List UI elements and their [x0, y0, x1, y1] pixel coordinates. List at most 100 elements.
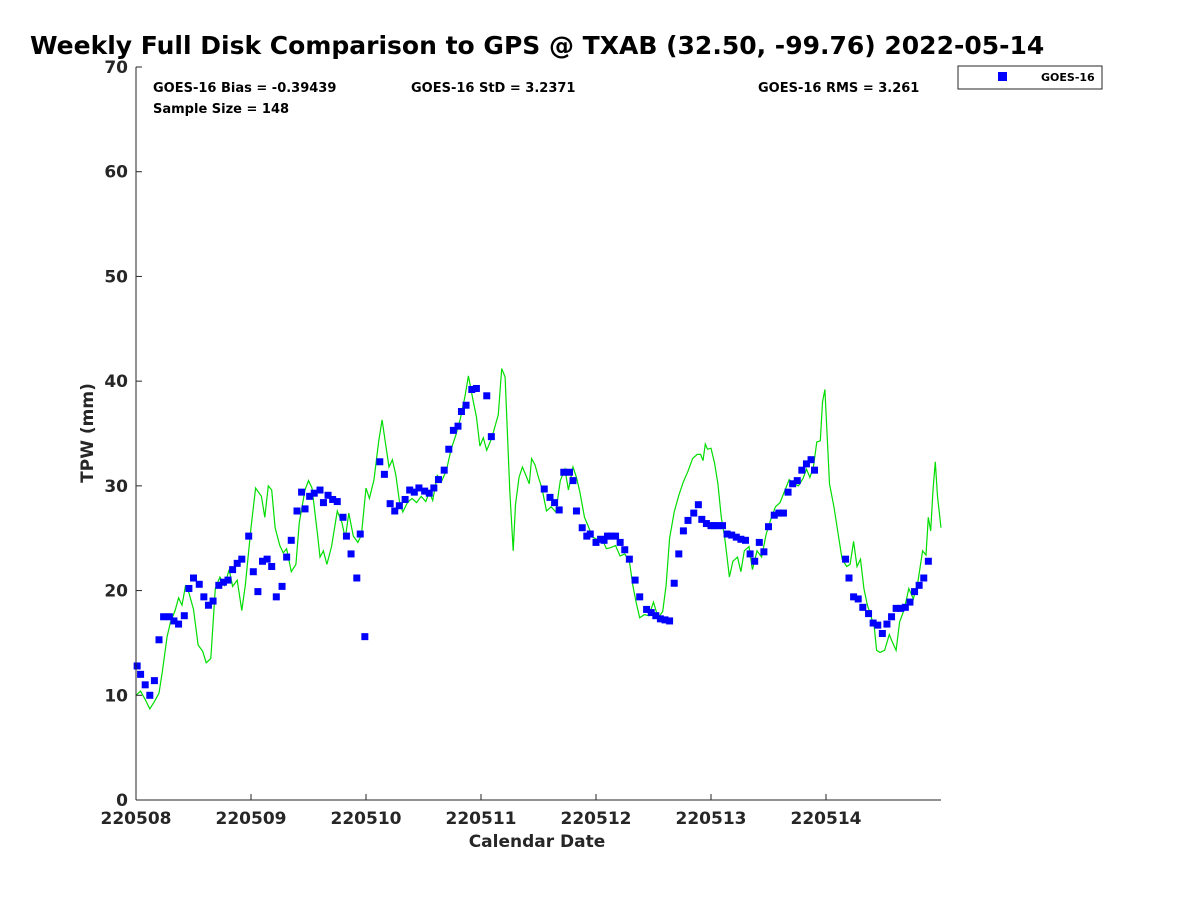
goes16-data-point [612, 532, 620, 540]
bias-stat: GOES-16 Bias = -0.39439 [153, 81, 336, 96]
goes16-data-point [283, 553, 291, 561]
goes16-data-point [656, 615, 664, 623]
goes16-data-point [920, 574, 928, 582]
goes16-data-point [468, 386, 476, 394]
goes16-data-point [434, 476, 442, 484]
goes16-data-point [245, 532, 253, 540]
goes16-data-point [652, 612, 660, 620]
goes16-data-point [263, 555, 271, 563]
goes16-data-point [457, 408, 465, 416]
goes16-data-point [845, 574, 853, 582]
goes16-data-point [259, 557, 266, 565]
plot-area [133, 368, 942, 711]
goes16-data-point [272, 593, 280, 601]
x-tick-label: 220508 [101, 809, 172, 829]
goes16-data-point [410, 488, 418, 496]
chart-title: Weekly Full Disk Comparison to GPS @ TXA… [30, 31, 1044, 60]
y-ticks: 0 10 20 30 40 50 60 70 [104, 58, 142, 811]
goes16-data-point [842, 555, 850, 563]
goes16-data-point [445, 445, 453, 453]
goes16-data-point [694, 501, 702, 509]
goes16-data-point [224, 576, 232, 584]
y-tick-label: 70 [104, 58, 128, 78]
goes16-data-point [690, 509, 698, 517]
goes16-data-point [298, 488, 306, 496]
goes16-data-point [728, 531, 736, 539]
goes16-data-point [215, 581, 223, 589]
goes16-data-point [395, 502, 403, 510]
goes16-data-point [347, 550, 355, 558]
goes16-data-point [316, 486, 324, 494]
goes16-data-point [586, 530, 594, 538]
goes16-data-point [540, 485, 548, 493]
goes16-data-point [616, 538, 624, 546]
goes16-data-point [670, 579, 678, 587]
goes16-data-point [150, 677, 158, 685]
y-axis-label: TPW (mm) [78, 383, 98, 483]
goes16-data-point [915, 581, 923, 589]
goes16-data-point [415, 484, 423, 492]
goes16-data-point [784, 488, 792, 496]
goes16-data-point [356, 530, 364, 538]
legend-marker-square-icon [998, 72, 1007, 81]
x-tick-label: 220511 [446, 809, 517, 829]
goes16-data-point [137, 670, 145, 678]
x-tick-label: 220514 [791, 809, 862, 829]
goes16-data-point [555, 506, 563, 514]
goes16-data-point [353, 574, 361, 582]
goes16-data-point [141, 681, 149, 689]
goes16-data-point [732, 533, 740, 541]
goes16-data-point [146, 691, 154, 699]
goes16-data-point [238, 555, 246, 563]
goes16-series-group [133, 384, 932, 699]
goes16-data-point [702, 520, 710, 528]
y-tick-label: 60 [104, 163, 128, 183]
goes16-data-point [723, 530, 731, 538]
goes16-data-point [376, 458, 384, 466]
goes16-data-point [333, 498, 341, 506]
goes16-data-point [892, 604, 900, 612]
goes16-data-point [175, 620, 183, 628]
goes16-data-point [546, 493, 554, 501]
goes16-data-point [625, 555, 633, 563]
goes16-data-point [190, 574, 197, 582]
goes16-data-point [170, 617, 178, 625]
y-tick-label: 10 [104, 686, 128, 706]
goes16-data-point [647, 609, 655, 617]
goes16-data-point [268, 562, 276, 570]
goes16-data-point [454, 422, 462, 430]
goes16-data-point [160, 613, 168, 621]
rms-stat: GOES-16 RMS = 3.261 [758, 81, 919, 96]
goes16-data-point [807, 456, 815, 464]
goes16-data-point [551, 499, 559, 507]
x-axis-label: Calendar Date [469, 832, 606, 852]
goes16-data-point [666, 617, 674, 625]
goes16-data-point [578, 524, 586, 532]
legend-label-goes16: GOES-16 [1041, 71, 1095, 84]
goes16-data-point [751, 557, 759, 565]
goes16-data-point [737, 535, 745, 543]
goes16-data-point [319, 499, 327, 507]
goes16-data-point [643, 605, 651, 613]
legend-box [957, 65, 1103, 90]
goes16-data-point [924, 557, 932, 565]
goes16-data-point [679, 527, 687, 535]
goes16-data-point [229, 566, 237, 574]
goes16-data-point [621, 546, 629, 554]
goes16-data-point [200, 593, 208, 601]
y-tick-label: 30 [104, 477, 128, 497]
goes16-data-point [195, 580, 203, 588]
goes16-data-point [324, 491, 332, 499]
goes16-data-point [483, 392, 491, 400]
goes16-data-point [592, 538, 600, 546]
goes16-data-point [775, 509, 783, 517]
goes16-data-point [675, 550, 683, 558]
goes16-data-point [607, 532, 615, 540]
goes16-data-point [865, 610, 873, 618]
goes16-data-point [911, 588, 919, 596]
goes16-data-point [789, 480, 797, 488]
goes16-data-point [339, 513, 347, 521]
goes16-data-point [883, 620, 891, 628]
goes16-data-point [811, 466, 818, 474]
